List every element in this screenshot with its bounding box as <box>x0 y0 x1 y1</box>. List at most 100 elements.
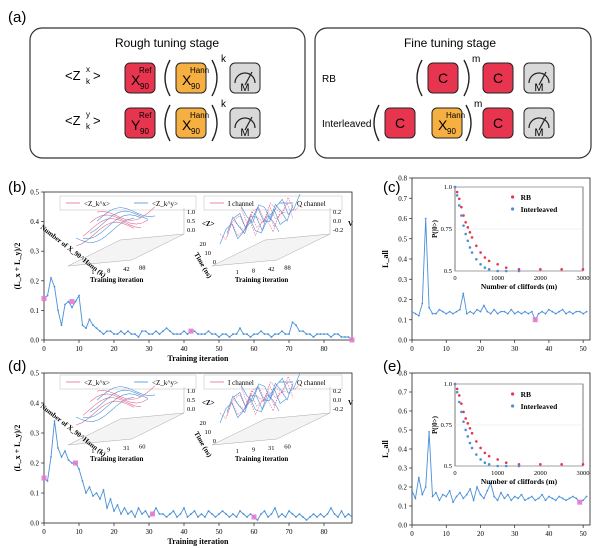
data-point <box>479 310 482 313</box>
expectation-sup: y <box>86 110 90 119</box>
inset-y-label: P(|0>) <box>431 219 439 238</box>
rb-point <box>468 231 472 234</box>
y-tick-label: 0.4 <box>398 256 407 264</box>
data-point <box>548 495 550 498</box>
data-point <box>452 501 454 504</box>
hann-gate-sup: Hann <box>446 111 465 120</box>
x-tick-label: 20 <box>477 345 485 353</box>
y-tick-label: 0.3 <box>398 465 407 473</box>
interleaved-point <box>496 269 499 273</box>
data-point <box>260 330 262 333</box>
data-point <box>155 507 157 509</box>
hann-gate-sup: Hann <box>190 66 209 75</box>
data-point <box>326 513 329 515</box>
measure-gate: M <box>229 62 261 94</box>
y-tick-label: 0.6 <box>398 408 407 416</box>
y-axis-label: L_all <box>381 249 390 268</box>
data-point <box>312 336 315 338</box>
data-point <box>520 312 523 315</box>
paren-close <box>211 59 218 97</box>
y-tick-label: 0.0 <box>30 337 39 345</box>
data-point <box>448 310 451 313</box>
interleaved-point <box>453 382 457 386</box>
data-point <box>88 318 91 321</box>
data-point <box>333 333 336 335</box>
x-tick-label: 50 <box>216 528 224 536</box>
x-tick-label: 70 <box>286 345 294 353</box>
inset-y-tick: 0.5 <box>444 463 452 470</box>
data-point <box>102 489 105 491</box>
inset-x-tick: 9 <box>252 447 255 454</box>
rb-point <box>560 268 563 271</box>
data-point <box>253 333 255 335</box>
data-point <box>506 493 509 496</box>
data-point <box>60 324 63 327</box>
data-point <box>333 513 336 515</box>
recovery-gate-label: C <box>493 70 503 86</box>
ref-gate-sup: Ref <box>139 111 152 120</box>
data-point <box>585 495 588 498</box>
legend-box <box>203 374 343 390</box>
x-tick-label: 80 <box>321 528 329 536</box>
y-tick-label: 0.2 <box>30 460 39 468</box>
highlight-marker <box>188 328 194 334</box>
rb-point <box>468 426 472 430</box>
data-point <box>158 333 161 335</box>
series-1-trace <box>82 397 142 416</box>
data-point <box>81 324 84 327</box>
panel-label-b: (b) <box>8 179 26 196</box>
data-point <box>459 491 461 494</box>
recovery-gate-box <box>482 62 514 94</box>
x-tick-label: 50 <box>580 345 588 353</box>
data-point <box>214 516 217 518</box>
legend-label-2: <Z_k^y> <box>152 200 178 208</box>
interleaved-point <box>517 464 521 468</box>
data-point <box>64 450 66 452</box>
data-point <box>582 499 585 502</box>
data-point <box>183 507 185 509</box>
series-line <box>411 431 587 504</box>
data-point <box>267 333 269 335</box>
inset-x-tick: 2000 <box>534 275 547 282</box>
highlight-marker <box>73 460 78 466</box>
legend-interleaved-label: Interleaved <box>521 402 558 411</box>
y-tick-label: 0.3 <box>398 276 407 284</box>
inset-y-tick: 0 <box>213 259 216 266</box>
data-point <box>162 513 164 515</box>
highlight-marker <box>251 514 257 520</box>
rb-point <box>539 268 542 271</box>
series-2-trace <box>233 382 294 409</box>
data-point <box>225 513 227 515</box>
y-tick-label: 0.3 <box>30 430 39 438</box>
x-tick-label: 40 <box>545 530 553 538</box>
data-point <box>106 330 108 333</box>
highlight-marker <box>349 337 355 343</box>
series-2-trace <box>240 193 301 223</box>
data-point <box>319 333 322 335</box>
interleaved-point <box>453 185 457 189</box>
inset-x-label: Number of cliffords (m) <box>481 477 558 486</box>
data-point <box>197 333 199 335</box>
series-1-trace <box>75 400 135 426</box>
x-tick-label: 60 <box>251 528 259 536</box>
expectation-label: <Z <box>65 113 81 128</box>
interleaved-point <box>457 204 461 207</box>
inset-x-tick: 3000 <box>577 275 590 282</box>
data-point <box>513 495 516 498</box>
inset-x-tick: 8 <box>252 268 255 275</box>
data-point <box>431 495 434 498</box>
data-point <box>428 306 431 309</box>
ref-gate-sup: Ref <box>139 66 152 75</box>
data-point <box>123 333 126 335</box>
inset-3d-box <box>211 372 331 446</box>
series-1-trace <box>219 214 280 241</box>
data-point <box>486 310 489 313</box>
data-point <box>544 312 547 315</box>
data-point <box>445 495 448 498</box>
interleaved-point <box>468 246 472 249</box>
inset-legend: <Z_k^x> <Z_k^y> <box>59 195 197 211</box>
measure-gate-needle <box>538 116 547 131</box>
inset-3d-box <box>211 193 331 267</box>
data-point <box>500 491 502 494</box>
